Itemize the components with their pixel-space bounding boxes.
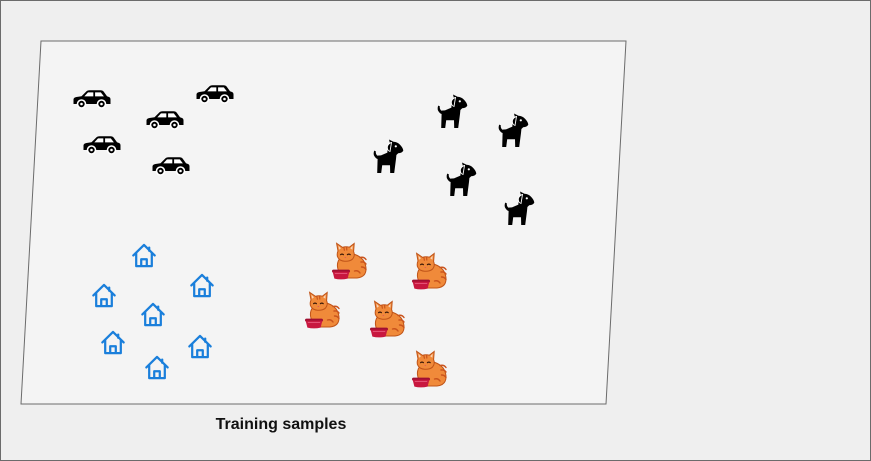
sample-space-panel [20,40,627,405]
figure-caption: Training samples [215,416,347,433]
